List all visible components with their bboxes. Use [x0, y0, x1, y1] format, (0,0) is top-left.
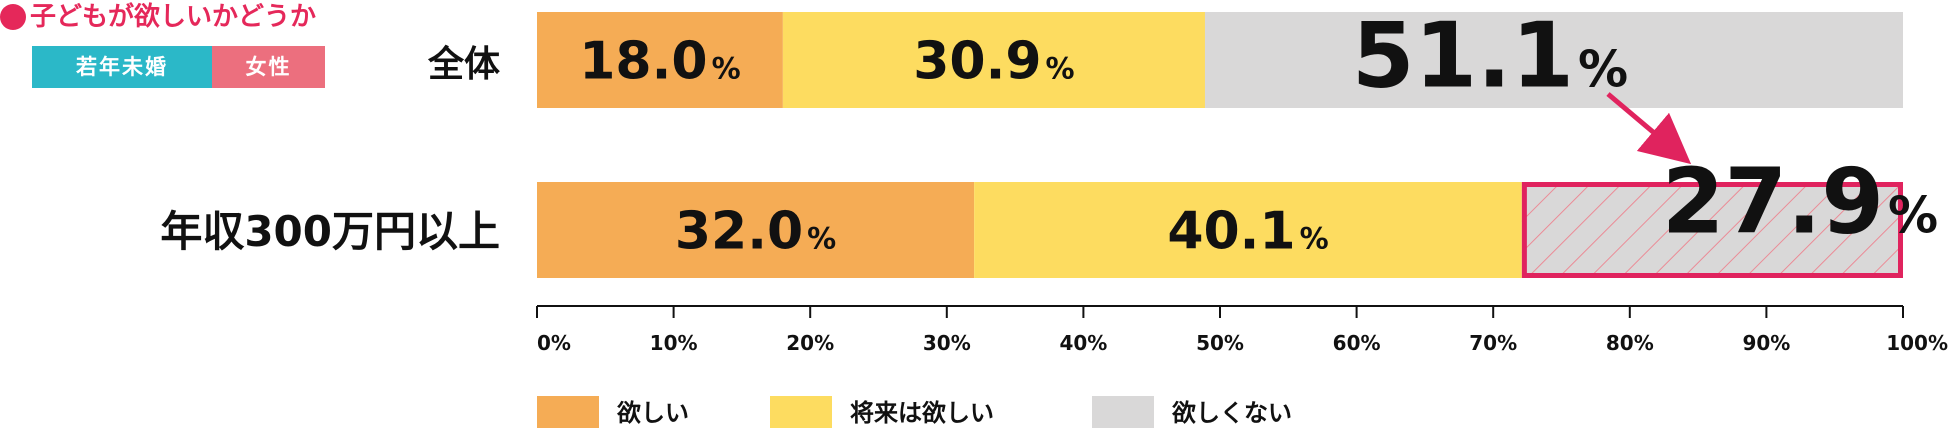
x-tick-label-7: 70%: [1469, 331, 1517, 355]
data-label-1-0-percent: %: [807, 222, 836, 256]
legend-swatch-2: [1092, 396, 1154, 428]
x-tick-label-4: 40%: [1059, 331, 1107, 355]
category-label-0: 全体: [427, 43, 500, 85]
bar-segment-0-1: [782, 12, 1205, 108]
chart-title: 子どもが欲しいかどうか: [30, 2, 317, 32]
legend-label-1: 将来は欲しい: [850, 399, 994, 427]
x-tick-label-1: 10%: [650, 331, 698, 355]
x-tick-label-8: 80%: [1606, 331, 1654, 355]
highlight-frame: [1521, 182, 1903, 278]
bar-segment-0-2: [1204, 12, 1903, 108]
change-arrow-icon: [1606, 92, 1692, 165]
x-tick-label-5: 50%: [1196, 331, 1244, 355]
bar-segment-1-2: [1521, 182, 1903, 278]
bar-segment-0-0: [537, 12, 783, 108]
data-label-0-1-percent: %: [1046, 52, 1075, 86]
tag-female: 女性: [212, 46, 325, 88]
legend-swatch-1: [770, 396, 832, 428]
bullet-dot-icon: [0, 4, 26, 30]
bar-segment-1-0: [537, 182, 975, 278]
data-label-0-0-percent: %: [712, 52, 741, 86]
data-label-0-2-percent: %: [1578, 40, 1628, 98]
tag-unmarried-young: 若年未婚: [32, 46, 212, 88]
legend-label-2: 欲しくない: [1171, 399, 1292, 427]
x-tick-label-0: 0%: [537, 331, 571, 355]
data-label-1-1-percent: %: [1300, 222, 1329, 256]
legend-swatch-0: [537, 396, 599, 428]
x-tick-label-2: 20%: [786, 331, 834, 355]
data-label-1-2: 27.9%: [1662, 149, 1938, 254]
x-tick-label-3: 30%: [923, 331, 971, 355]
legend-label-0: 欲しい: [616, 399, 689, 427]
x-tick-label-9: 90%: [1742, 331, 1790, 355]
data-label-1-2-percent: %: [1888, 186, 1938, 244]
bar-segment-1-1: [974, 182, 1522, 278]
category-label-1: 年収300万円以上: [160, 207, 500, 256]
x-tick-label-6: 60%: [1333, 331, 1381, 355]
x-tick-label-10: 100%: [1886, 331, 1948, 355]
